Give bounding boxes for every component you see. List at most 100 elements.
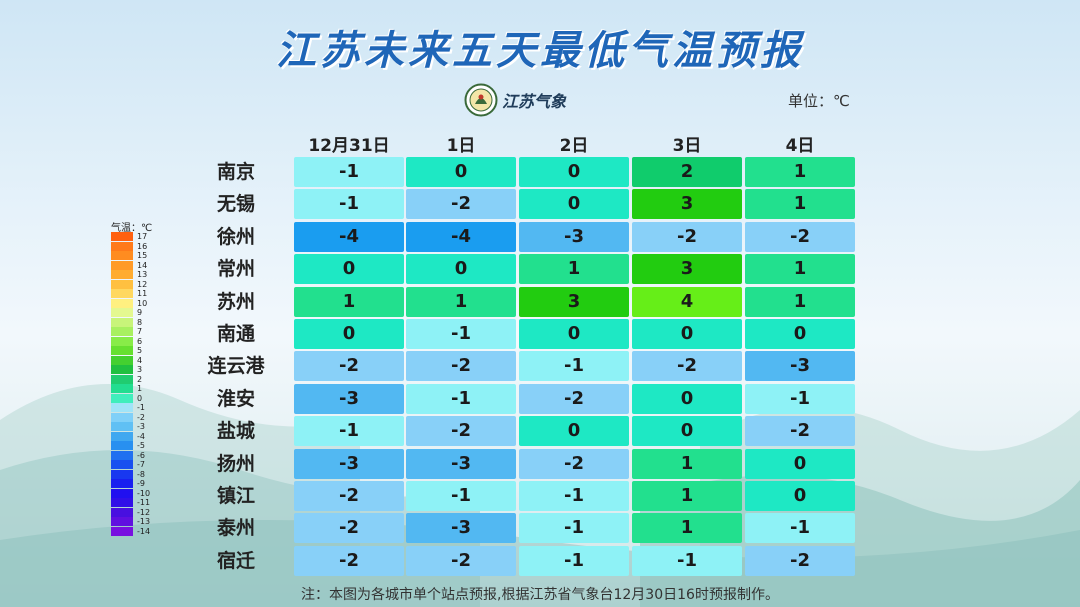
temperature-cell: 4: [632, 286, 742, 317]
legend-swatch: [111, 289, 133, 298]
city-label: 常州: [216, 258, 255, 281]
temperature-cell: 1: [632, 448, 742, 479]
column-header: 3日: [672, 136, 702, 156]
legend-label: -14: [137, 526, 151, 536]
temperature-cell: -2: [406, 416, 516, 447]
column-header: 1日: [446, 136, 476, 156]
temperature-cell: 0: [406, 157, 516, 187]
unit-label: 单位：℃: [788, 92, 850, 110]
city-label: 连云港: [207, 355, 265, 378]
legend-label: 8: [137, 317, 143, 327]
temperature-cell: 1: [745, 157, 855, 187]
temperature-cell: -3: [745, 351, 855, 382]
legend-swatch: [111, 526, 133, 536]
legend-swatch: [111, 232, 133, 241]
temperature-cell: -2: [632, 351, 742, 382]
legend-label: -11: [137, 498, 151, 507]
temperature-cell: 3: [632, 189, 742, 220]
city-label: 镇江: [216, 485, 255, 507]
city-label: 南通: [216, 323, 255, 345]
legend-label: -8: [137, 469, 145, 479]
legend-label: 3: [137, 365, 143, 374]
column-header: 12月31日: [308, 136, 390, 156]
temperature-cell: 0: [519, 416, 629, 447]
temperature-cell: -1: [519, 481, 629, 511]
legend-label: 7: [137, 327, 143, 336]
temperature-cell: -1: [745, 513, 855, 544]
temperature-cell: -1: [406, 383, 516, 414]
page-title: 江苏未来五天最低气温预报: [276, 28, 804, 74]
legend-swatch: [111, 412, 133, 422]
temperature-cell: 1: [519, 254, 629, 285]
temperature-cell: 1: [745, 189, 855, 220]
city-label: 南京: [216, 161, 255, 183]
legend-label: -13: [137, 517, 151, 526]
temperature-cell: 0: [406, 254, 516, 285]
legend-label: -5: [137, 441, 145, 450]
legend-label: 16: [137, 241, 148, 251]
temperature-cell: -2: [294, 545, 404, 576]
temperature-cell: -1: [406, 481, 516, 511]
meteorology-emblem-icon: [464, 83, 498, 117]
temperature-cell: -2: [294, 513, 404, 544]
legend-swatch: [111, 251, 133, 260]
legend-swatch: [111, 393, 133, 403]
temperature-cell: 0: [632, 416, 742, 447]
legend-label: 17: [137, 232, 148, 241]
legend-swatch: [111, 270, 133, 279]
footnote: 注：本图为各城市单个站点预报,根据江苏省气象台12月30日16时预报制作。: [301, 587, 779, 603]
temperature-cell: 0: [519, 189, 629, 220]
temperature-cell: -3: [294, 383, 404, 414]
legend-swatch: [111, 441, 133, 450]
legend-label: 6: [137, 336, 143, 346]
city-label: 无锡: [216, 193, 255, 216]
temperature-cell: -3: [519, 221, 629, 252]
city-label: 徐州: [216, 225, 255, 248]
temperature-cell: -2: [745, 221, 855, 252]
temperature-cell: 2: [632, 157, 742, 187]
legend-swatch: [111, 517, 133, 526]
city-label: 苏州: [216, 290, 255, 313]
city-label: 泰州: [216, 517, 255, 540]
city-label: 盐城: [216, 420, 255, 443]
temperature-cell: 3: [632, 254, 742, 285]
temperature-cell: 1: [632, 481, 742, 511]
temperature-cell: 0: [745, 448, 855, 479]
temperature-cell: -2: [519, 383, 629, 414]
legend-swatch: [111, 384, 133, 393]
temperature-cell: -1: [294, 189, 404, 220]
temperature-cell: -1: [406, 319, 516, 349]
temperature-cell: -3: [406, 448, 516, 479]
legend-label: 13: [137, 270, 148, 279]
temperature-cell: 1: [294, 286, 404, 317]
temperature-cell: 1: [745, 254, 855, 285]
legend-label: -3: [137, 422, 145, 431]
legend-swatch: [111, 374, 133, 384]
legend-label: 14: [137, 260, 148, 270]
temperature-cell: 0: [294, 254, 404, 285]
logo: 江苏气象: [464, 82, 566, 118]
legend-swatch: [111, 469, 133, 479]
temperature-cell: -2: [406, 545, 516, 576]
legend-label: -10: [137, 488, 151, 498]
legend-swatch: [111, 450, 133, 460]
legend-swatch: [111, 336, 133, 346]
legend-swatch: [111, 488, 133, 498]
temperature-cell: -2: [632, 221, 742, 252]
temperature-cell: 0: [519, 157, 629, 187]
legend-swatch: [111, 422, 133, 431]
legend-label: -12: [137, 507, 151, 517]
legend-label: 0: [137, 393, 143, 403]
legend-swatch: [111, 279, 133, 289]
temperature-cell: -1: [294, 416, 404, 447]
legend-label: -7: [137, 460, 145, 469]
legend-swatch: [111, 327, 133, 336]
legend-swatch: [111, 355, 133, 365]
legend-label: 12: [137, 279, 148, 289]
legend-label: -2: [137, 412, 145, 422]
temperature-cell: 1: [632, 513, 742, 544]
legend-swatch: [111, 346, 133, 355]
temperature-cell: 0: [519, 319, 629, 349]
temperature-cell: -2: [745, 545, 855, 576]
legend-swatch: [111, 507, 133, 517]
